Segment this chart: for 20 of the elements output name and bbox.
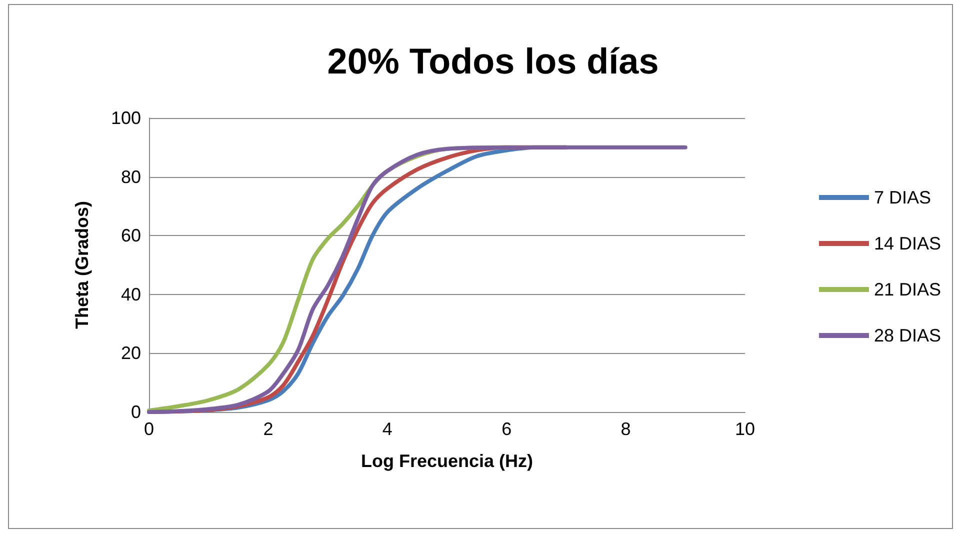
- y-tick-label: 80: [120, 166, 141, 187]
- x-tick-label: 4: [382, 419, 392, 439]
- x-tick-label: 10: [734, 419, 756, 439]
- y-tick-label: 40: [120, 284, 141, 304]
- legend-label: 28 DIAS: [874, 326, 942, 346]
- legend-label: 14 DIAS: [874, 234, 942, 254]
- y-tick-label: 60: [120, 226, 141, 246]
- x-axis-title: Log Frecuencia (Hz): [360, 451, 534, 471]
- y-tick-label: 100: [110, 108, 141, 128]
- x-tick-label: 8: [620, 419, 631, 439]
- line-series: [147, 145, 688, 414]
- legend-label: 7 DIAS: [874, 188, 931, 208]
- x-tick-label: 2: [263, 419, 274, 439]
- y-tick-label: 0: [130, 402, 141, 422]
- y-axis-title: Theta (Grados): [72, 200, 92, 330]
- chart-title: 20% Todos los días: [327, 40, 659, 82]
- x-tick-label: 6: [502, 419, 512, 439]
- y-tick-label: 20: [120, 343, 141, 364]
- legend-label: 21 DIAS: [874, 280, 942, 300]
- x-tick-label: 0: [144, 419, 154, 439]
